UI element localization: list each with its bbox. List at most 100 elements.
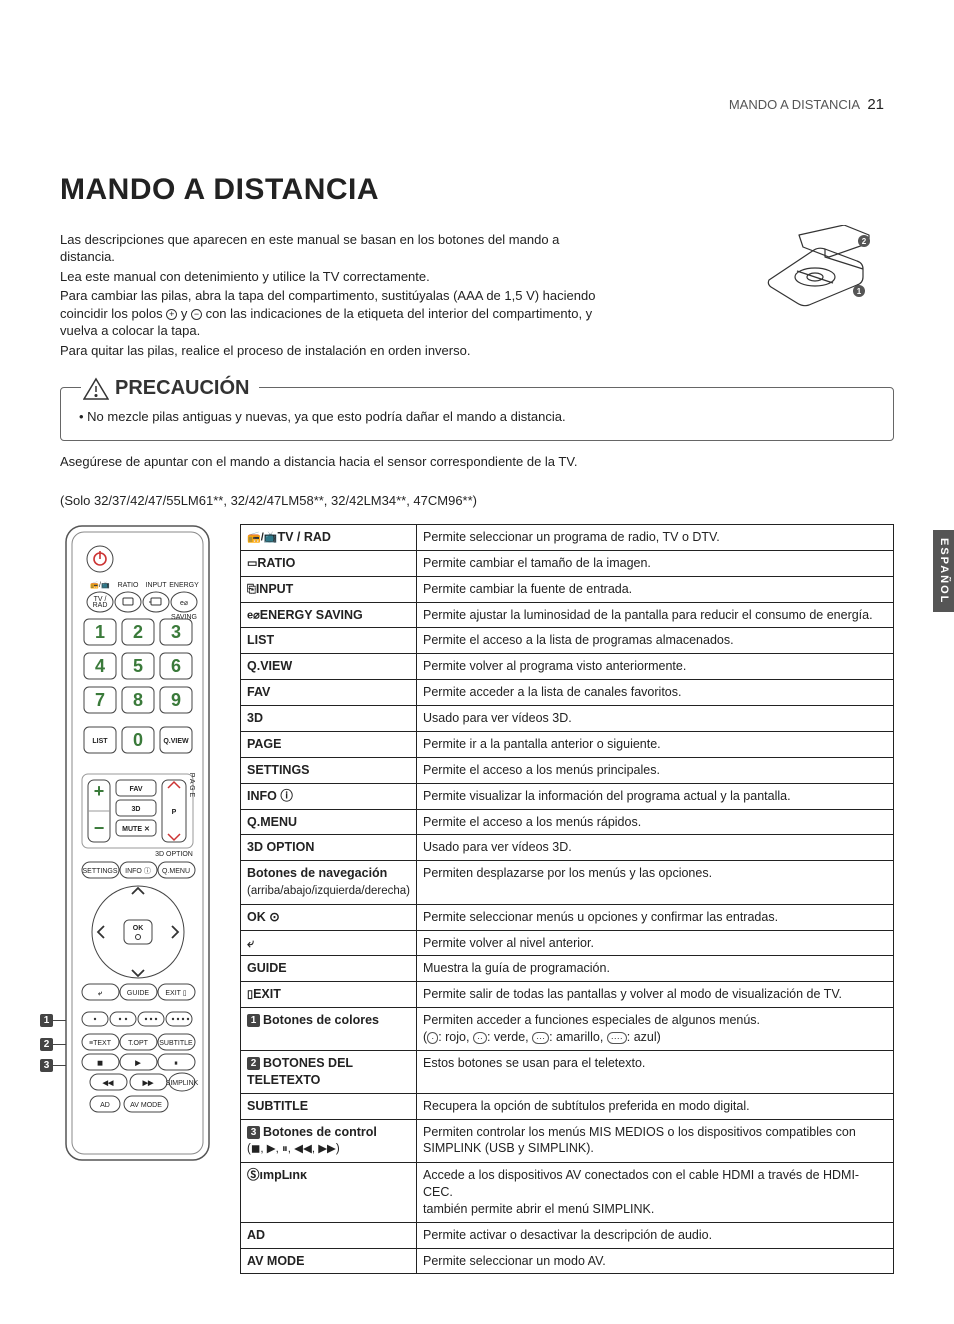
header-section: MANDO A DISTANCIA <box>729 97 860 112</box>
svg-text:AV MODE: AV MODE <box>130 1102 162 1109</box>
svg-text:e⌀: e⌀ <box>180 600 188 607</box>
svg-text:RAD: RAD <box>93 602 108 609</box>
svg-text:INPUT: INPUT <box>146 582 168 589</box>
table-value: Permite visualizar la información del pr… <box>417 783 894 809</box>
table-row: Botones de navegación(arriba/abajo/izqui… <box>241 861 894 904</box>
table-value: Permite ir a la pantalla anterior o sigu… <box>417 731 894 757</box>
table-row: SETTINGSPermite el acceso a los menús pr… <box>241 757 894 783</box>
table-value: Permite activar o desactivar la descripc… <box>417 1222 894 1248</box>
table-key: ⎘INPUT <box>241 576 417 602</box>
svg-text:P: P <box>172 809 177 816</box>
table-value: Permite salir de todas las pantallas y v… <box>417 982 894 1008</box>
svg-text:SUBTITLE: SUBTITLE <box>159 1040 193 1047</box>
table-value: Permite ajustar la luminosidad de la pan… <box>417 602 894 628</box>
table-value: Permite volver al programa visto anterio… <box>417 654 894 680</box>
table-value: Permiten controlar los menús MIS MEDIOS … <box>417 1119 894 1162</box>
table-row: ADPermite activar o desactivar la descri… <box>241 1222 894 1248</box>
svg-text:SIMPLINK: SIMPLINK <box>166 1080 199 1087</box>
table-row: OK ⊙Permite seleccionar menús u opciones… <box>241 904 894 930</box>
svg-text:⏸: ⏸ <box>174 1060 178 1067</box>
button-description-table: 📻/📺TV / RADPermite seleccionar un progra… <box>240 524 894 1274</box>
svg-text:Q.VIEW: Q.VIEW <box>163 738 189 745</box>
table-value: Permite seleccionar menús u opciones y c… <box>417 904 894 930</box>
svg-text:FAV: FAV <box>129 786 142 793</box>
language-tab: ESPAÑOL <box>933 530 954 612</box>
intro-line: Lea este manual con detenimiento y utili… <box>60 268 615 286</box>
table-value: Estos botones se usan para el teletexto. <box>417 1050 894 1093</box>
svg-text:7: 7 <box>95 690 105 710</box>
callout-1: 1 <box>40 1014 53 1027</box>
table-value: Recupera la opción de subtítulos preferi… <box>417 1093 894 1119</box>
svg-text:LIST: LIST <box>92 738 108 745</box>
table-key: 2BOTONES DEL TELETEXTO <box>241 1050 417 1093</box>
table-value: Usado para ver vídeos 3D. <box>417 706 894 732</box>
svg-text:▶: ▶ <box>134 1060 141 1067</box>
table-row: 3D OPTIONUsado para ver vídeos 3D. <box>241 835 894 861</box>
remote-diagram: 1 2 3 .btn { fill:#fff; stroke:#444; str… <box>60 524 220 1169</box>
table-value: Permite seleccionar un modo AV. <box>417 1248 894 1274</box>
table-key: AD <box>241 1222 417 1248</box>
svg-text:📻/📺: 📻/📺 <box>90 581 110 589</box>
svg-text:Q.MENU: Q.MENU <box>162 868 190 875</box>
table-value: Permite el acceso a los menús rápidos. <box>417 809 894 835</box>
table-row: ⎘INPUTPermite cambiar la fuente de entra… <box>241 576 894 602</box>
table-key: INFO ⓘ <box>241 783 417 809</box>
table-key: SUBTITLE <box>241 1093 417 1119</box>
table-key: AV MODE <box>241 1248 417 1274</box>
table-row: ▯EXITPermite salir de todas las pantalla… <box>241 982 894 1008</box>
remote-back-illustration: 2 1 <box>759 225 879 315</box>
svg-text:RATIO: RATIO <box>118 582 139 589</box>
caution-box: PRECAUCIÓN No mezcle pilas antiguas y nu… <box>60 387 894 441</box>
table-key: FAV <box>241 680 417 706</box>
intro-line: Para quitar las pilas, realice el proces… <box>60 342 615 360</box>
svg-text:3D OPTION: 3D OPTION <box>155 851 193 858</box>
table-value: Permiten desplazarse por los menús y las… <box>417 861 894 904</box>
svg-text:4: 4 <box>95 656 105 676</box>
table-value: Permite cambiar la fuente de entrada. <box>417 576 894 602</box>
table-row: INFO ⓘPermite visualizar la información … <box>241 783 894 809</box>
table-value: Permite el acceso a la lista de programa… <box>417 628 894 654</box>
svg-text:P A G E: P A G E <box>188 773 195 798</box>
svg-text:GUIDE: GUIDE <box>127 990 150 997</box>
svg-text:3D: 3D <box>132 806 141 813</box>
svg-text:2: 2 <box>862 237 867 246</box>
table-key: ⓈımpLınĸ <box>241 1163 417 1223</box>
table-key: ▯EXIT <box>241 982 417 1008</box>
table-key: SETTINGS <box>241 757 417 783</box>
svg-text:EXIT ▯: EXIT ▯ <box>165 990 186 997</box>
table-key: OK ⊙ <box>241 904 417 930</box>
table-value: Permite volver al nivel anterior. <box>417 930 894 956</box>
svg-text:0: 0 <box>133 730 143 750</box>
table-row: FAVPermite acceder a la lista de canales… <box>241 680 894 706</box>
table-row: 2BOTONES DEL TELETEXTOEstos botones se u… <box>241 1050 894 1093</box>
table-row: Q.MENUPermite el acceso a los menús rápi… <box>241 809 894 835</box>
after-caution-text: Asegúrese de apuntar con el mando a dist… <box>60 453 894 471</box>
table-row: Q.VIEWPermite volver al programa visto a… <box>241 654 894 680</box>
table-row: SUBTITLERecupera la opción de subtítulos… <box>241 1093 894 1119</box>
table-key: ⤶ <box>241 930 417 956</box>
table-key: GUIDE <box>241 956 417 982</box>
callout-2: 2 <box>40 1038 53 1051</box>
table-key: ▭RATIO <box>241 550 417 576</box>
svg-text:9: 9 <box>171 690 181 710</box>
table-row: AV MODEPermite seleccionar un modo AV. <box>241 1248 894 1274</box>
svg-text:MUTE ✕: MUTE ✕ <box>122 826 150 833</box>
plus-icon: + <box>166 309 177 320</box>
table-row: e⌀ENERGY SAVINGPermite ajustar la lumino… <box>241 602 894 628</box>
table-row: LISTPermite el acceso a la lista de prog… <box>241 628 894 654</box>
table-row: 1Botones de coloresPermiten acceder a fu… <box>241 1008 894 1051</box>
models-text: (Solo 32/37/42/47/55LM61**, 32/42/47LM58… <box>60 492 894 510</box>
table-value: Permiten acceder a funciones especiales … <box>417 1008 894 1051</box>
table-key: e⌀ENERGY SAVING <box>241 602 417 628</box>
svg-text:2: 2 <box>133 622 143 642</box>
svg-text:+: + <box>94 781 105 801</box>
svg-text:AD: AD <box>100 1102 110 1109</box>
svg-text:1: 1 <box>95 622 105 642</box>
page-title: MANDO A DISTANCIA <box>60 170 894 211</box>
header-page-number: 21 <box>867 96 884 113</box>
table-key: Q.MENU <box>241 809 417 835</box>
svg-text:1: 1 <box>857 287 862 296</box>
table-value: Muestra la guía de programación. <box>417 956 894 982</box>
svg-text:INFO ⓘ: INFO ⓘ <box>125 867 151 875</box>
table-key: 1Botones de colores <box>241 1008 417 1051</box>
